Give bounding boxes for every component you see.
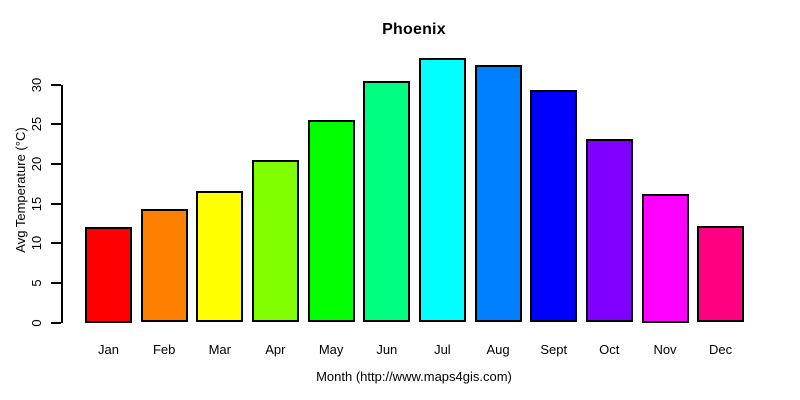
bar-jun xyxy=(363,80,411,323)
x-tick-label-may: May xyxy=(318,342,344,357)
bar-apr xyxy=(251,159,299,323)
y-tick-label-10: 10 xyxy=(29,235,44,251)
y-tick-label-25: 25 xyxy=(29,117,44,132)
y-tick-mark-5 xyxy=(51,281,61,284)
x-axis-title: Month (http://www.maps4gis.com) xyxy=(316,369,512,384)
y-tick-mark-20 xyxy=(51,162,61,165)
x-tick-label-mar: Mar xyxy=(208,342,231,357)
x-tick-label-jun: Jun xyxy=(376,342,398,357)
chart-title: Phoenix xyxy=(382,21,446,38)
x-tick-label-feb: Feb xyxy=(152,342,176,357)
y-tick-mark-25 xyxy=(51,123,61,126)
bar-jul xyxy=(418,58,466,323)
x-tick-label-nov: Nov xyxy=(653,342,677,357)
y-axis-line xyxy=(61,84,63,324)
y-tick-mark-0 xyxy=(51,321,61,324)
x-tick-label-oct: Oct xyxy=(599,342,620,357)
bar-feb xyxy=(140,209,188,323)
bar-mar xyxy=(196,190,244,323)
bar-jan xyxy=(85,226,132,323)
x-tick-label-jan: Jan xyxy=(98,342,119,357)
bar-may xyxy=(307,120,355,323)
bar-oct xyxy=(585,139,633,323)
y-tick-label-15: 15 xyxy=(29,196,44,211)
x-tick-label-dec: Dec xyxy=(709,342,733,357)
y-tick-label-20: 20 xyxy=(29,156,44,172)
y-tick-mark-10 xyxy=(51,242,61,245)
y-tick-label-30: 30 xyxy=(29,77,44,92)
x-tick-label-aug: Aug xyxy=(486,342,510,357)
y-tick-label-0: 0 xyxy=(29,318,44,327)
bar-dec xyxy=(697,225,745,323)
x-tick-label-jul: Jul xyxy=(434,342,451,357)
y-tick-mark-30 xyxy=(51,83,61,86)
bar-sept xyxy=(530,90,578,323)
x-tick-label-sept: Sept xyxy=(540,342,568,357)
bar-nov xyxy=(641,194,689,323)
y-tick-label-5: 5 xyxy=(29,279,44,287)
x-tick-label-apr: Apr xyxy=(265,342,286,357)
y-tick-mark-15 xyxy=(51,202,61,205)
bar-aug xyxy=(474,64,522,323)
